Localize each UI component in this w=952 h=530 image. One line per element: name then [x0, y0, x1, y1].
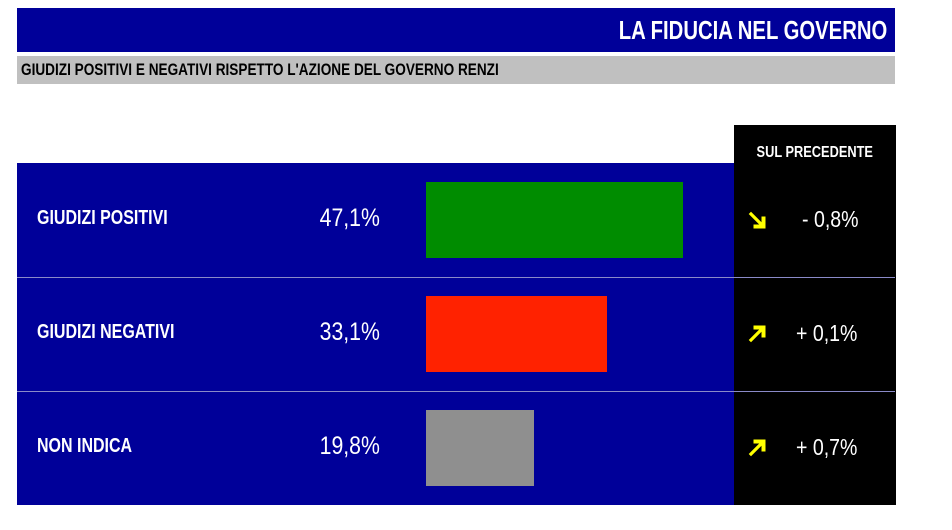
arrow-down-right-icon: [747, 210, 767, 230]
change-column-header: SUL PRECEDENTE: [756, 144, 874, 161]
chart-subtitle: GIUDIZI POSITIVI E NEGATIVI RISPETTO L'A…: [21, 60, 499, 79]
category-label: GIUDIZI NEGATIVI: [37, 321, 175, 343]
category-label: NON INDICA: [37, 435, 133, 457]
bar: [426, 296, 607, 372]
change-label: + 0,7%: [796, 434, 858, 460]
row-divider: [17, 277, 895, 278]
bar: [426, 410, 534, 486]
title-bar: LA FIDUCIA NEL GOVERNO: [17, 8, 895, 52]
subtitle-bar: GIUDIZI POSITIVI E NEGATIVI RISPETTO L'A…: [17, 56, 895, 84]
change-label: - 0,8%: [802, 206, 859, 232]
value-label: 47,1%: [319, 204, 380, 232]
value-label: 19,8%: [319, 432, 380, 460]
value-label: 33,1%: [319, 318, 380, 346]
bar: [426, 182, 683, 258]
chart-title: LA FIDUCIA NEL GOVERNO: [618, 15, 887, 45]
arrow-up-right-icon: [747, 324, 767, 344]
arrow-up-right-icon: [747, 438, 767, 458]
change-label: + 0,1%: [796, 320, 858, 346]
row-divider: [17, 391, 895, 392]
category-label: GIUDIZI POSITIVI: [37, 207, 168, 229]
